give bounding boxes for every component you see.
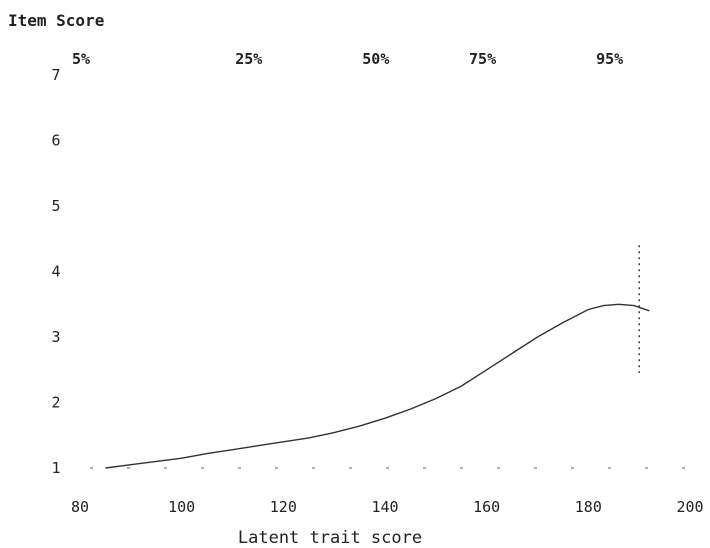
x-tick-label: 100 bbox=[168, 498, 195, 516]
y-tick-label: 5 bbox=[51, 197, 60, 215]
x-axis-title: Latent trait score bbox=[238, 528, 422, 548]
x-tick-label: 180 bbox=[575, 498, 602, 516]
percentile-label: 50% bbox=[362, 50, 389, 68]
percentile-label: 25% bbox=[235, 50, 262, 68]
percentile-label: 95% bbox=[596, 50, 623, 68]
y-tick-labels: 1 2 3 4 5 6 7 bbox=[51, 66, 60, 477]
y-axis-title: Item Score bbox=[8, 11, 104, 30]
y-tick-label: 2 bbox=[51, 394, 60, 412]
y-tick-label: 4 bbox=[51, 263, 60, 281]
y-tick-label: 7 bbox=[51, 66, 60, 84]
x-tick-labels: 80 100 120 140 160 180 200 bbox=[71, 498, 704, 516]
x-tick-label: 80 bbox=[71, 498, 89, 516]
y-tick-label: 1 bbox=[51, 459, 60, 477]
percentile-label: 75% bbox=[469, 50, 496, 68]
series-line bbox=[105, 303, 650, 469]
x-tick-label: 140 bbox=[371, 498, 398, 516]
y-tick-label: 3 bbox=[51, 328, 60, 346]
percentile-label: 5% bbox=[72, 50, 90, 68]
x-tick-label: 120 bbox=[270, 498, 297, 516]
x-tick-label: 200 bbox=[676, 498, 703, 516]
x-tick-label: 160 bbox=[473, 498, 500, 516]
y-tick-label: 6 bbox=[51, 132, 60, 150]
percentile-labels: 5% 25% 50% 75% 95% bbox=[72, 50, 623, 68]
